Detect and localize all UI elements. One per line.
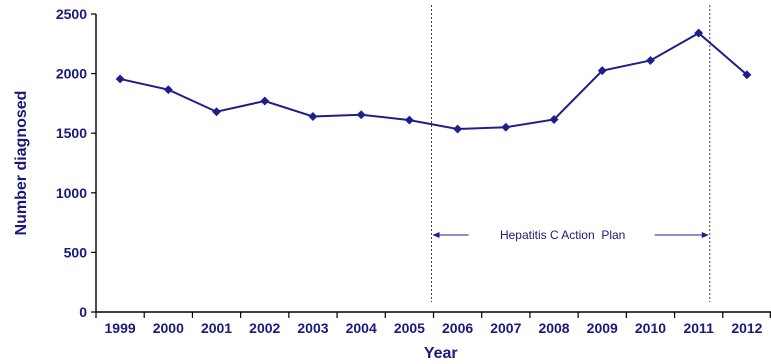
y-axis-title: Number diagnosed [13, 91, 30, 236]
action-plan-label: Hepatitis C Action Plan [500, 228, 625, 242]
y-tick-label: 0 [79, 304, 87, 320]
x-tick-label: 2000 [153, 320, 184, 336]
x-tick-label: 2006 [442, 320, 473, 336]
x-tick-label: 2009 [587, 320, 618, 336]
data-point-2000 [163, 85, 173, 95]
series-line [119, 31, 748, 131]
x-tick-label: 2011 [683, 320, 714, 336]
data-point-1999 [115, 74, 125, 84]
x-tick-label: 1999 [105, 320, 136, 336]
y-tick-label: 1500 [56, 125, 87, 141]
action-plan-arrowhead-left [432, 232, 440, 238]
x-tick-label: 2001 [201, 320, 232, 336]
x-axis-title: Year [424, 345, 458, 362]
series [115, 28, 752, 134]
y-tick-label: 1000 [56, 185, 87, 201]
x-tick-label: 2002 [249, 320, 280, 336]
y-tick-label: 2000 [56, 66, 87, 82]
y-tick-label: 500 [64, 244, 88, 260]
action-plan-arrowhead-right [701, 232, 709, 238]
x-tick-label: 2004 [346, 320, 377, 336]
data-point-2009 [597, 66, 607, 76]
x-tick-label: 2007 [490, 320, 521, 336]
data-point-2008 [549, 114, 559, 125]
y-tick-label: 2500 [56, 6, 87, 22]
data-point-2003 [308, 111, 318, 122]
x-tick-label: 2012 [731, 320, 762, 336]
data-point-2011 [694, 28, 704, 38]
action-plan-annotation: Hepatitis C Action Plan [431, 5, 711, 302]
data-point-2001 [211, 107, 222, 117]
data-point-2004 [356, 110, 366, 120]
data-point-2002 [260, 96, 270, 106]
data-point-2006 [453, 124, 463, 134]
y-axis: 0 500 1000 1500 2000 2500 [56, 6, 97, 320]
data-point-2007 [501, 122, 511, 132]
x-tick-label: 2003 [297, 320, 328, 336]
x-tick-label: 2010 [635, 320, 666, 336]
data-point-2012 [742, 70, 752, 80]
x-tick-label: 2005 [394, 320, 425, 336]
data-point-2005 [404, 115, 414, 125]
x-tick-label: 2008 [538, 320, 569, 336]
data-point-2010 [645, 55, 656, 66]
x-axis: 1999 2000 2001 2002 2003 2004 2005 2006 2007 2008… [95, 311, 771, 336]
